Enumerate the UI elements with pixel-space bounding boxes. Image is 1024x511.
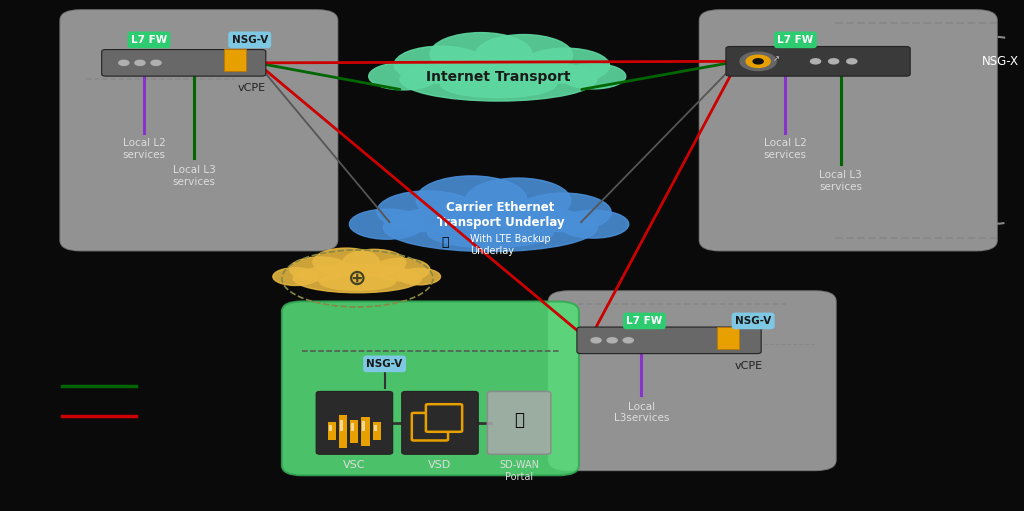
Ellipse shape <box>515 193 611 231</box>
FancyBboxPatch shape <box>60 10 337 250</box>
Ellipse shape <box>561 64 626 89</box>
Bar <box>374 425 377 431</box>
Circle shape <box>746 55 770 67</box>
Text: NSG-V: NSG-V <box>231 35 268 45</box>
Text: VSD: VSD <box>428 460 452 470</box>
Ellipse shape <box>293 264 422 293</box>
Ellipse shape <box>377 191 478 231</box>
Ellipse shape <box>558 210 629 238</box>
Ellipse shape <box>430 33 531 75</box>
Text: L7 FW: L7 FW <box>627 316 663 326</box>
Ellipse shape <box>400 57 597 101</box>
Bar <box>351 424 354 431</box>
FancyBboxPatch shape <box>549 291 836 470</box>
Circle shape <box>135 60 145 65</box>
Ellipse shape <box>373 258 430 281</box>
Text: Carrier Ethernet
Transport Underlay: Carrier Ethernet Transport Underlay <box>436 201 564 228</box>
Ellipse shape <box>440 71 556 98</box>
FancyBboxPatch shape <box>726 47 910 76</box>
FancyBboxPatch shape <box>412 413 449 440</box>
Bar <box>362 421 366 431</box>
Ellipse shape <box>465 178 570 223</box>
Ellipse shape <box>342 249 406 276</box>
Ellipse shape <box>427 218 553 248</box>
Circle shape <box>847 59 857 64</box>
Circle shape <box>591 338 601 343</box>
Bar <box>330 425 332 431</box>
Text: 📡: 📡 <box>441 236 449 249</box>
Ellipse shape <box>319 273 395 291</box>
Ellipse shape <box>290 257 350 281</box>
Bar <box>223 49 246 71</box>
Ellipse shape <box>272 268 318 286</box>
Text: vCPE: vCPE <box>238 83 266 94</box>
Text: Local L3
services: Local L3 services <box>819 170 862 192</box>
FancyBboxPatch shape <box>426 404 462 432</box>
FancyBboxPatch shape <box>699 10 996 250</box>
Bar <box>717 327 739 349</box>
Ellipse shape <box>416 176 526 223</box>
Circle shape <box>119 60 129 65</box>
Bar <box>350 420 358 443</box>
Bar <box>373 423 381 440</box>
Text: NSG-X: NSG-X <box>982 55 1019 68</box>
Circle shape <box>811 59 820 64</box>
Bar <box>361 417 370 446</box>
Text: vCPE: vCPE <box>735 361 763 371</box>
Ellipse shape <box>394 46 486 83</box>
FancyBboxPatch shape <box>401 391 478 454</box>
FancyBboxPatch shape <box>282 301 579 475</box>
Text: L7 FW: L7 FW <box>777 35 813 45</box>
Ellipse shape <box>383 203 597 251</box>
Circle shape <box>607 338 617 343</box>
FancyBboxPatch shape <box>101 50 266 76</box>
Text: Internet Transport: Internet Transport <box>426 69 570 84</box>
Ellipse shape <box>349 209 425 239</box>
Ellipse shape <box>313 248 379 276</box>
Text: L7 FW: L7 FW <box>131 35 167 45</box>
Text: ⊕: ⊕ <box>348 268 367 289</box>
Text: NSG-V: NSG-V <box>367 359 402 369</box>
FancyBboxPatch shape <box>487 391 551 454</box>
Text: Local L3
services: Local L3 services <box>173 165 216 187</box>
Text: NSG-V: NSG-V <box>735 316 771 326</box>
Text: Local
L3services: Local L3services <box>613 402 669 423</box>
Circle shape <box>828 59 839 64</box>
Text: ↗: ↗ <box>773 54 779 63</box>
Circle shape <box>753 59 763 64</box>
Bar <box>340 420 343 431</box>
Text: VSC: VSC <box>343 460 366 470</box>
Bar <box>329 423 336 440</box>
Ellipse shape <box>475 35 572 75</box>
Circle shape <box>151 60 161 65</box>
Text: SD-WAN
Portal: SD-WAN Portal <box>499 460 539 481</box>
Bar <box>339 415 347 448</box>
Ellipse shape <box>521 48 609 83</box>
FancyBboxPatch shape <box>316 391 392 454</box>
Text: Local L2
services: Local L2 services <box>764 138 807 160</box>
Circle shape <box>624 338 633 343</box>
Ellipse shape <box>369 63 438 90</box>
Text: 🖥: 🖥 <box>514 411 524 429</box>
FancyBboxPatch shape <box>577 327 761 354</box>
Text: Local L2
services: Local L2 services <box>123 138 166 159</box>
Circle shape <box>740 52 776 71</box>
Text: With LTE Backup
Underlay: With LTE Backup Underlay <box>470 235 551 256</box>
Ellipse shape <box>398 268 440 285</box>
